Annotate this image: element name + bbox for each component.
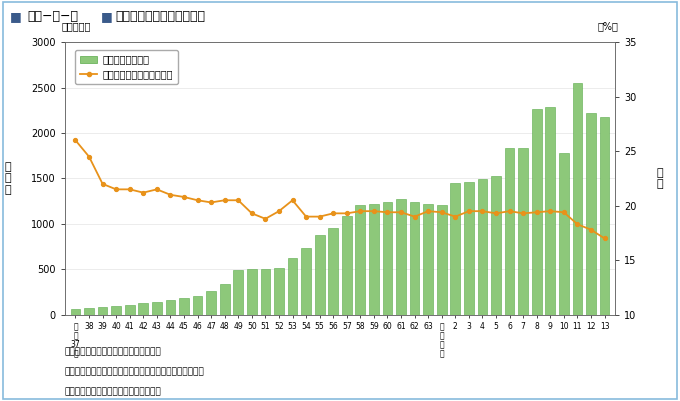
Bar	[396, 199, 406, 315]
Bar	[139, 303, 148, 315]
Text: ■: ■	[101, 10, 112, 23]
Bar	[233, 270, 243, 315]
Bar	[573, 83, 582, 315]
Bar	[356, 205, 365, 315]
Bar	[518, 148, 528, 315]
Bar	[423, 204, 433, 315]
Bar	[600, 117, 609, 315]
Bar	[328, 229, 338, 315]
Legend: 国土保全事業予算, 一般公共事業に占める割合: 国土保全事業予算, 一般公共事業に占める割合	[75, 50, 177, 84]
Bar	[84, 308, 94, 315]
Text: ２．国土保全事業予算は下水道事業関係予算を除く。: ２．国土保全事業予算は下水道事業関係予算を除く。	[65, 367, 205, 376]
Y-axis label: 予
算
額: 予 算 額	[5, 162, 12, 195]
Bar	[315, 235, 324, 315]
Bar	[437, 205, 447, 315]
Bar	[274, 268, 284, 315]
Y-axis label: 割
合: 割 合	[656, 168, 663, 189]
Text: 図２−２−１: 図２−２−１	[27, 10, 78, 23]
Bar	[464, 182, 474, 315]
Bar	[192, 296, 203, 315]
Bar	[112, 306, 121, 315]
Bar	[491, 176, 501, 315]
Bar	[220, 284, 230, 315]
Bar	[98, 307, 107, 315]
Bar	[505, 148, 515, 315]
Bar	[125, 305, 135, 315]
Text: 資料：各省庁資料をもとに内閣府作成。: 資料：各省庁資料をもとに内閣府作成。	[65, 387, 161, 396]
Bar	[532, 109, 541, 315]
Bar	[301, 247, 311, 315]
Bar	[260, 269, 270, 315]
Text: （十億円）: （十億円）	[62, 21, 91, 31]
Text: 注）１．予算額は補正後の国費である。: 注）１．予算額は補正後の国費である。	[65, 347, 161, 356]
Bar	[450, 183, 460, 315]
Bar	[179, 298, 189, 315]
Bar	[410, 202, 420, 315]
Text: ■: ■	[10, 10, 22, 23]
Bar	[165, 300, 175, 315]
Bar	[247, 269, 257, 315]
Bar	[342, 216, 352, 315]
Bar	[206, 291, 216, 315]
Bar	[288, 258, 297, 315]
Bar	[477, 179, 488, 315]
Bar	[559, 154, 568, 315]
Text: 国土保全事業予算の推移: 国土保全事業予算の推移	[116, 10, 205, 23]
Bar	[152, 302, 162, 315]
Bar	[586, 113, 596, 315]
Bar	[369, 204, 379, 315]
Text: （%）: （%）	[597, 21, 618, 31]
Bar	[383, 202, 392, 315]
Bar	[545, 107, 555, 315]
Bar	[71, 309, 80, 315]
